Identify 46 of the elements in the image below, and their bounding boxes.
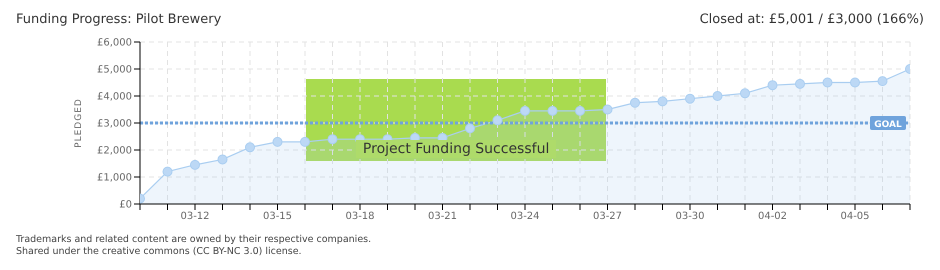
y-tick-label: £3,000	[97, 118, 132, 130]
point	[548, 106, 558, 116]
y-tick-label: £1,000	[97, 172, 132, 184]
point	[822, 78, 832, 88]
y-axis-title: PLEDGED	[74, 98, 84, 148]
point	[630, 98, 640, 108]
x-tick-label: 03-24	[510, 211, 540, 222]
point	[272, 136, 282, 147]
x-tick-label: 03-18	[345, 211, 375, 222]
chart-subtitle: Closed at: £5,001 / £3,000 (166%)	[700, 12, 924, 27]
point	[712, 91, 722, 101]
x-tick-label: 03-30	[675, 211, 705, 222]
text: Trademarks and related content are owned by their respective companies.	[16, 234, 372, 246]
point	[465, 123, 475, 134]
ref-line-label: GOAL	[874, 120, 902, 130]
annotation: Project Funding Successful	[356, 140, 556, 158]
x-tick-label: 03-27	[592, 211, 622, 222]
point	[850, 78, 860, 88]
point	[190, 160, 200, 170]
point	[520, 106, 530, 116]
y-tick-label: £4,000	[97, 92, 132, 103]
point	[602, 104, 612, 114]
text: Shared under the creative commons (CC BY-NC 3.0) license.	[16, 246, 303, 258]
point	[218, 154, 228, 164]
x-tick-label: 04-05	[840, 211, 870, 222]
point	[328, 134, 338, 144]
point	[575, 106, 585, 116]
point	[740, 88, 750, 98]
point	[658, 96, 668, 106]
point	[795, 78, 805, 89]
x-tick-label: 03-21	[428, 211, 458, 222]
x-tick-label: 03-15	[262, 211, 292, 222]
point	[492, 115, 502, 126]
x-tick-label: 03-12	[180, 211, 210, 222]
point	[162, 166, 172, 177]
point	[768, 80, 778, 90]
chart-title: Funding Progress: Pilot Brewery	[16, 12, 222, 27]
y-tick-label: £0	[119, 200, 132, 211]
point	[300, 136, 310, 147]
point	[245, 142, 255, 152]
y-tick-label: £2,000	[97, 146, 132, 157]
point	[685, 94, 695, 104]
y-tick-label: £5,000	[97, 64, 132, 76]
y-tick-label: £6,000	[97, 38, 132, 49]
point	[878, 76, 888, 86]
x-tick-label: 04-02	[758, 211, 788, 222]
